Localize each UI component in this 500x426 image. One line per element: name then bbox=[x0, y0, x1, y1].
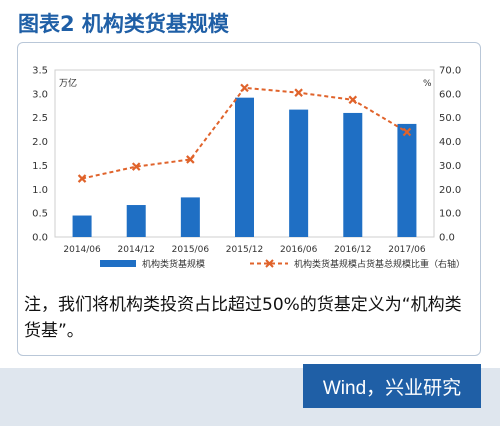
line-point bbox=[294, 88, 303, 97]
line-point bbox=[77, 174, 87, 183]
legend-label: 机构类货基规模占货基总规模比重（右轴） bbox=[294, 258, 465, 270]
right-tick-label: 30.0 bbox=[439, 161, 461, 172]
left-tick-label: 3.0 bbox=[32, 89, 48, 100]
bar bbox=[397, 123, 417, 237]
footnote: 注，我们将机构类投资占比超过50%的货基定义为“机构类货基”。 bbox=[24, 295, 462, 341]
x-tick-label: 2014/06 bbox=[63, 245, 101, 255]
left-tick-label: 1.0 bbox=[32, 185, 48, 196]
left-tick-label: 0.0 bbox=[32, 233, 48, 244]
left-tick-label: 2.0 bbox=[32, 137, 48, 148]
right-axis-unit: % bbox=[423, 79, 432, 89]
left-tick-label: 2.5 bbox=[32, 113, 48, 124]
x-tick-label: 2016/12 bbox=[334, 245, 371, 255]
bar bbox=[289, 109, 309, 237]
right-tick-label: 50.0 bbox=[439, 113, 461, 124]
x-tick-label: 2017/06 bbox=[388, 245, 426, 255]
bar bbox=[72, 215, 92, 237]
line-point bbox=[240, 83, 249, 93]
line-point bbox=[402, 127, 412, 137]
left-tick-label: 3.5 bbox=[32, 66, 48, 77]
right-tick-label: 70.0 bbox=[439, 66, 461, 77]
chart: 0.0 0.5 1.0 1.5 2.0 2.5 3.0 3.5 0.0 10.0 20.0 30.0… bbox=[32, 66, 465, 271]
x-tick-label: 2016/06 bbox=[280, 245, 318, 255]
legend-label: 机构类货基规模 bbox=[142, 258, 205, 270]
line-point bbox=[348, 95, 358, 105]
right-tick-label: 60.0 bbox=[439, 89, 461, 100]
legend-item-bar: 机构类货基规模 bbox=[100, 258, 205, 270]
left-tick-label: 0.5 bbox=[32, 209, 48, 220]
x-tick-label: 2015/06 bbox=[172, 245, 210, 255]
left-tick-label: 1.5 bbox=[32, 161, 48, 172]
bar bbox=[235, 97, 254, 237]
right-tick-label: 10.0 bbox=[439, 209, 461, 220]
legend-item-line: 机构类货基规模占货基总规模比重（右轴） bbox=[250, 258, 465, 270]
page-title: 图表2 机构类货基规模 bbox=[18, 12, 229, 36]
right-tick-label: 20.0 bbox=[439, 185, 461, 196]
bar bbox=[180, 197, 200, 237]
x-tick-label: 2015/12 bbox=[226, 245, 263, 255]
bar bbox=[343, 112, 363, 237]
line-point bbox=[131, 162, 141, 171]
left-axis-unit: 万亿 bbox=[59, 77, 77, 89]
right-tick-label: 40.0 bbox=[439, 137, 461, 148]
bar bbox=[126, 205, 146, 237]
source-brand: Wind，兴业研究 bbox=[303, 364, 481, 408]
right-tick-label: 0.0 bbox=[439, 233, 455, 244]
x-tick-label: 2014/12 bbox=[118, 245, 155, 255]
chart-card: 0.0 0.5 1.0 1.5 2.0 2.5 3.0 3.5 0.0 10.0 20.0 30.0… bbox=[17, 42, 481, 356]
line-point bbox=[186, 155, 195, 164]
